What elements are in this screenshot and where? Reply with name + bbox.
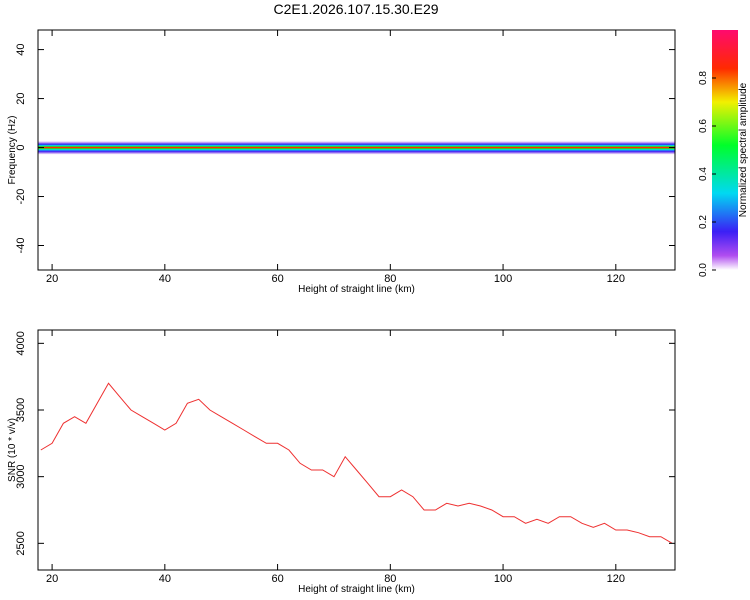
- snr-panel: 20 40 60 80 100 120 2500 3000 3500 4000 Height o…: [7, 329, 676, 595]
- colorbar-tick-label: 0.2: [698, 215, 709, 229]
- heatmap-x-tick-label: 20: [46, 273, 58, 285]
- snr-x-tick-label: 120: [607, 573, 625, 585]
- snr-x-tick-label: 20: [46, 573, 58, 585]
- heatmap-y-tick-label: 20: [15, 92, 27, 104]
- heatmap-y-tick-label: 40: [15, 43, 27, 55]
- snr-xlabel: Height of straight line (km): [298, 584, 415, 595]
- colorbar: 0.0 0.2 0.4 0.6 0.8 Normalized spectral ampl…: [698, 30, 749, 277]
- snr-x-tick-label: 40: [159, 573, 171, 585]
- heatmap-x-tick-label: 100: [494, 273, 512, 285]
- heatmap-x-tick-label: 120: [607, 273, 625, 285]
- snr-frame: [37, 329, 676, 571]
- snr-y-tick-label: 3500: [15, 398, 27, 422]
- colorbar-tick-label: 0.6: [698, 119, 709, 133]
- heatmap-y-tick-label: 0: [15, 144, 27, 150]
- heatmap-x-tick-label: 40: [159, 273, 171, 285]
- snr-y-tick-label: 3000: [15, 464, 27, 488]
- heatmap-ylabel: Frequency (Hz): [7, 116, 18, 185]
- colorbar-gradient: [712, 30, 738, 270]
- heatmap-frame: [37, 29, 676, 271]
- snr-x-tick-label: 60: [271, 573, 283, 585]
- heatmap-y-tick-label: -20: [15, 189, 27, 205]
- heatmap-y-ticks: -40 -20 0 20 40: [15, 43, 675, 253]
- colorbar-label: Normalized spectral amplitude: [738, 82, 749, 217]
- colorbar-tick-label: 0.8: [698, 71, 709, 85]
- snr-x-ticks: 20 40 60 80 100 120: [46, 330, 625, 585]
- snr-x-tick-label: 80: [384, 573, 396, 585]
- colorbar-ticks: 0.0 0.2 0.4 0.6 0.8: [698, 71, 716, 277]
- heatmap-x-tick-label: 60: [271, 273, 283, 285]
- snr-ylabel: SNR (10 * v/v): [7, 418, 18, 482]
- chart-title: C2E1.2026.107.15.30.E29: [273, 1, 438, 17]
- heatmap-y-tick-label: -40: [15, 238, 27, 254]
- heatmap-band: [38, 140, 675, 155]
- snr-y-ticks: 2500 3000 3500 4000: [15, 331, 675, 556]
- heatmap-xlabel: Height of straight line (km): [298, 284, 415, 295]
- colorbar-tick-label: 0.4: [698, 167, 709, 181]
- snr-y-tick-label: 2500: [15, 531, 27, 555]
- heatmap-x-ticks: 20 40 60 80 100 120: [46, 30, 625, 285]
- colorbar-tick-label: 0.0: [698, 263, 709, 277]
- heatmap-x-tick-label: 80: [384, 273, 396, 285]
- snr-series-line: [40, 382, 673, 544]
- snr-x-tick-label: 100: [494, 573, 512, 585]
- heatmap-panel: 20 40 60 80 100 120 -40 -20 0 20 40 Height of str…: [7, 29, 676, 295]
- snr-y-tick-label: 4000: [15, 331, 27, 355]
